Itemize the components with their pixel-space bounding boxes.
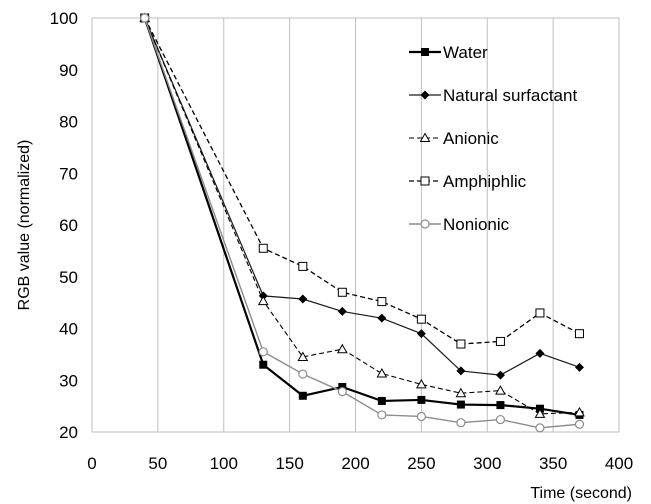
y-tick-label: 70	[59, 164, 78, 183]
data-point	[574, 406, 585, 417]
data-point	[337, 287, 347, 297]
data-point	[456, 339, 466, 349]
y-tick-label: 40	[59, 320, 78, 339]
data-point	[259, 360, 268, 369]
data-point	[455, 387, 467, 398]
data-point	[456, 418, 466, 428]
data-point	[574, 362, 584, 372]
legend-label: Natural surfactant	[443, 86, 577, 105]
data-point	[298, 294, 308, 304]
data-point	[535, 348, 545, 358]
data-point	[140, 13, 150, 23]
data-point	[257, 295, 269, 306]
series-nonionic	[140, 13, 585, 433]
series-line	[144, 17, 580, 415]
legend-label: Nonionic	[443, 215, 510, 234]
data-point	[535, 308, 545, 318]
data-point	[416, 329, 426, 339]
data-point	[535, 423, 545, 433]
data-point	[416, 411, 426, 422]
legend-item: Natural surfactant	[409, 86, 577, 105]
data-point	[496, 401, 505, 410]
series-water	[140, 14, 584, 419]
legend-marker	[421, 48, 429, 56]
data-point	[456, 400, 465, 409]
x-tick-label: 250	[407, 454, 435, 473]
data-point	[416, 378, 427, 389]
data-point	[338, 382, 347, 391]
legend-label: Water	[443, 43, 488, 62]
x-tick-label: 150	[275, 454, 303, 473]
data-point	[495, 414, 506, 425]
legend-marker	[420, 219, 430, 229]
data-point	[376, 368, 388, 378]
legend-marker	[420, 176, 430, 186]
data-point	[377, 313, 387, 323]
data-point	[298, 261, 308, 271]
data-point	[337, 387, 347, 397]
y-tick-label: 60	[59, 216, 78, 235]
data-point	[377, 396, 386, 405]
plot-area-border	[91, 17, 620, 433]
data-point	[574, 329, 584, 339]
data-point	[574, 419, 585, 429]
data-point	[258, 243, 268, 253]
data-point	[336, 343, 348, 354]
series-line	[144, 17, 580, 345]
data-point	[495, 385, 506, 395]
series-line	[143, 17, 580, 417]
data-point	[417, 395, 426, 404]
x-tick-label: 0	[87, 454, 96, 473]
legend-item: Nonionic	[409, 215, 510, 234]
series-line	[144, 17, 580, 376]
series-anionic	[139, 12, 585, 418]
series-line	[144, 17, 580, 429]
data-point	[258, 347, 268, 357]
legend-marker	[419, 132, 431, 142]
x-tick-label: 350	[539, 454, 567, 473]
data-point	[377, 297, 387, 307]
legend-item: Amphiphlic	[409, 172, 527, 191]
y-axis-ticks: 20 30 40 50 60 70 80 90 100	[50, 9, 78, 442]
x-tick-label: 200	[341, 454, 369, 473]
x-tick-label: 300	[473, 454, 501, 473]
legend: Water Natural surfactant Anionic Amphiphlic…	[409, 43, 577, 234]
x-axis-title: Time (second)	[530, 485, 632, 502]
data-point	[456, 366, 466, 376]
y-axis-title: RGB value (normalized)	[16, 140, 33, 311]
data-point	[377, 410, 387, 420]
data-point	[297, 351, 309, 361]
y-tick-label: 80	[59, 113, 78, 132]
legend-label: Anionic	[443, 129, 499, 148]
y-tick-label: 100	[50, 9, 78, 28]
x-tick-label: 100	[210, 454, 238, 473]
legend-marker	[420, 90, 430, 100]
series-amphiphlic	[140, 13, 584, 349]
y-tick-label: 90	[59, 61, 78, 80]
legend-item: Water	[409, 43, 488, 62]
y-tick-label: 30	[59, 371, 78, 390]
x-tick-label: 400	[605, 454, 633, 473]
y-tick-label: 20	[59, 423, 78, 442]
data-point	[495, 370, 505, 380]
data-point	[416, 314, 426, 324]
data-point	[337, 306, 347, 316]
legend-item: Anionic	[409, 129, 499, 148]
data-point	[298, 369, 308, 379]
series-group	[139, 12, 585, 433]
data-point	[534, 408, 546, 418]
legend-label: Amphiphlic	[443, 172, 527, 191]
y-tick-label: 50	[59, 268, 78, 287]
data-point	[298, 391, 307, 400]
x-tick-label: 50	[148, 454, 167, 473]
x-axis-ticks: 0 50 100 150 200 250 300 350 400	[87, 454, 633, 473]
data-point	[495, 336, 505, 346]
